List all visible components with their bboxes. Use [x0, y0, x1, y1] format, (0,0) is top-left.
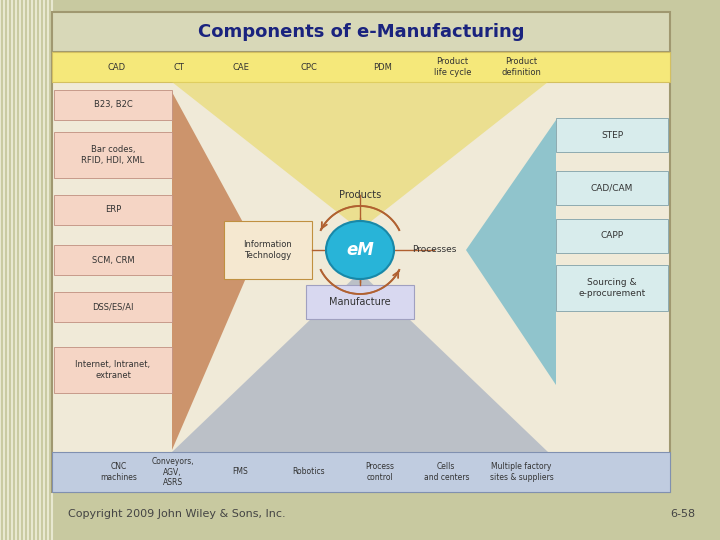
Text: Components of e-Manufacturing: Components of e-Manufacturing: [198, 23, 524, 41]
Text: CAE: CAE: [232, 63, 249, 71]
Text: Information
Technology: Information Technology: [243, 240, 292, 260]
Text: DSS/ES/AI: DSS/ES/AI: [92, 302, 134, 312]
Ellipse shape: [326, 221, 394, 279]
Text: Sourcing &
e-procurement: Sourcing & e-procurement: [578, 278, 646, 298]
Text: Product
definition: Product definition: [502, 57, 541, 77]
Text: Products: Products: [339, 190, 381, 200]
FancyBboxPatch shape: [224, 221, 312, 279]
Text: Product
life cycle: Product life cycle: [433, 57, 471, 77]
Text: CAPP: CAPP: [600, 232, 624, 240]
Text: CPC: CPC: [300, 63, 317, 71]
Text: Multiple factory
sites & suppliers: Multiple factory sites & suppliers: [490, 462, 554, 482]
Polygon shape: [172, 82, 548, 230]
Polygon shape: [172, 272, 548, 452]
FancyBboxPatch shape: [54, 195, 172, 225]
Polygon shape: [172, 92, 258, 450]
Text: Robotics: Robotics: [292, 468, 325, 476]
FancyBboxPatch shape: [54, 292, 172, 322]
FancyBboxPatch shape: [52, 12, 670, 52]
FancyBboxPatch shape: [556, 219, 668, 253]
Text: CNC
machines: CNC machines: [100, 462, 138, 482]
FancyBboxPatch shape: [52, 52, 670, 82]
Text: Conveyors,
AGV,
ASRS: Conveyors, AGV, ASRS: [151, 457, 194, 487]
FancyBboxPatch shape: [54, 132, 172, 178]
FancyBboxPatch shape: [54, 90, 172, 120]
Text: Bar codes,
RFID, HDI, XML: Bar codes, RFID, HDI, XML: [81, 145, 145, 165]
FancyBboxPatch shape: [52, 52, 670, 492]
Text: B23, B2C: B23, B2C: [94, 100, 132, 110]
Text: Manufacture: Manufacture: [329, 297, 391, 307]
Text: STEP: STEP: [601, 131, 623, 139]
Text: CAD: CAD: [108, 63, 126, 71]
FancyBboxPatch shape: [54, 245, 172, 275]
FancyBboxPatch shape: [556, 265, 668, 311]
FancyBboxPatch shape: [556, 118, 668, 152]
FancyBboxPatch shape: [52, 452, 670, 492]
Text: CT: CT: [174, 63, 184, 71]
Text: Cells
and centers: Cells and centers: [423, 462, 469, 482]
Polygon shape: [466, 120, 556, 385]
FancyBboxPatch shape: [306, 285, 414, 319]
FancyBboxPatch shape: [556, 171, 668, 205]
Text: PDM: PDM: [373, 63, 392, 71]
Text: SCM, CRM: SCM, CRM: [91, 255, 135, 265]
Text: Internet, Intranet,
extranet: Internet, Intranet, extranet: [76, 360, 150, 380]
Text: Copyright 2009 John Wiley & Sons, Inc.: Copyright 2009 John Wiley & Sons, Inc.: [68, 509, 286, 519]
Text: eM: eM: [346, 241, 374, 259]
Text: CAD/CAM: CAD/CAM: [591, 184, 633, 192]
Text: Process
control: Process control: [365, 462, 394, 482]
FancyBboxPatch shape: [54, 347, 172, 393]
Text: Processes: Processes: [412, 246, 456, 254]
Text: ERP: ERP: [105, 206, 121, 214]
Text: FMS: FMS: [233, 468, 248, 476]
Text: 6-58: 6-58: [670, 509, 695, 519]
